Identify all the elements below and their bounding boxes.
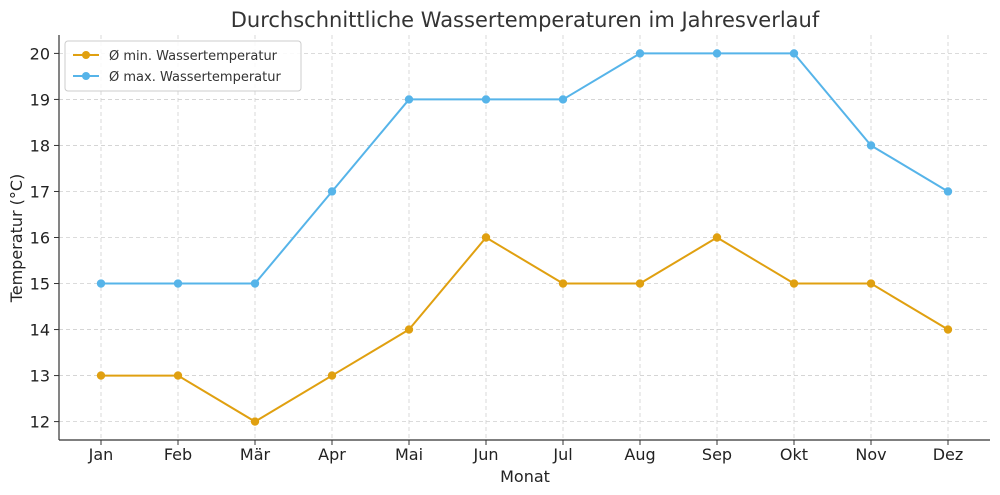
x-axis-ticks: Jan Feb Mär Apr Mai Jun Jul Aug Sep Okt Nov Dez (88, 440, 964, 464)
x-axis-label: Monat (500, 467, 550, 486)
series-lines (96, 49, 953, 426)
series-line (101, 236, 949, 423)
legend-item: Ø min. Wassertemperatur (73, 49, 278, 64)
data-point (173, 371, 183, 380)
y-tick-label: 13 (30, 367, 50, 386)
data-point (327, 187, 337, 196)
data-point (558, 95, 568, 104)
data-point (635, 279, 645, 288)
y-tick-label: 15 (30, 275, 50, 294)
x-tick-label: Nov (855, 445, 886, 464)
legend-label: Ø max. Wassertemperatur (109, 70, 281, 85)
y-axis-ticks: 12 13 14 15 16 17 18 19 20 (30, 44, 59, 432)
data-point (789, 49, 799, 58)
x-tick-label: Jan (88, 445, 114, 464)
x-tick-label: Apr (318, 445, 346, 464)
y-tick-label: 12 (30, 413, 50, 432)
x-tick-label: Okt (780, 445, 808, 464)
x-tick-label: Jul (552, 445, 572, 464)
legend: Ø min. Wassertemperatur Ø max. Wassertemp… (64, 40, 302, 92)
data-point (635, 49, 645, 58)
series-1 (96, 49, 953, 288)
y-tick-label: 17 (30, 182, 50, 201)
legend-label: Ø min. Wassertemperatur (109, 49, 278, 64)
data-point (404, 95, 414, 104)
y-axis-label: Temperatur (°C) (7, 174, 26, 304)
data-point (481, 233, 491, 242)
y-tick-label: 20 (30, 44, 50, 63)
data-point (943, 187, 953, 196)
data-point (712, 233, 722, 242)
data-point (712, 49, 722, 58)
legend-item: Ø max. Wassertemperatur (73, 70, 281, 85)
y-tick-label: 19 (30, 90, 50, 109)
data-point (866, 141, 876, 150)
data-point (96, 371, 106, 380)
grid (59, 35, 990, 440)
x-tick-label: Aug (624, 445, 655, 464)
data-point (250, 279, 260, 288)
data-point (404, 325, 414, 334)
series-line (101, 52, 949, 285)
data-point (943, 325, 953, 334)
x-tick-label: Feb (164, 445, 192, 464)
legend-marker (82, 51, 90, 59)
x-tick-label: Sep (702, 445, 732, 464)
data-point (481, 95, 491, 104)
data-point (327, 371, 337, 380)
x-tick-label: Jun (473, 445, 499, 464)
legend-frame (64, 40, 302, 92)
x-tick-label: Mär (240, 445, 271, 464)
data-point (866, 279, 876, 288)
y-tick-label: 14 (30, 321, 50, 340)
y-tick-label: 18 (30, 136, 50, 155)
y-tick-label: 16 (30, 229, 50, 248)
data-point (789, 279, 799, 288)
legend-marker (82, 72, 90, 80)
chart-title: Durchschnittliche Wassertemperaturen im … (231, 8, 820, 32)
data-point (173, 279, 183, 288)
x-tick-label: Dez (933, 445, 964, 464)
data-point (96, 279, 106, 288)
data-point (558, 279, 568, 288)
x-tick-label: Mai (395, 445, 423, 464)
series-0 (96, 233, 953, 426)
data-point (250, 417, 260, 426)
